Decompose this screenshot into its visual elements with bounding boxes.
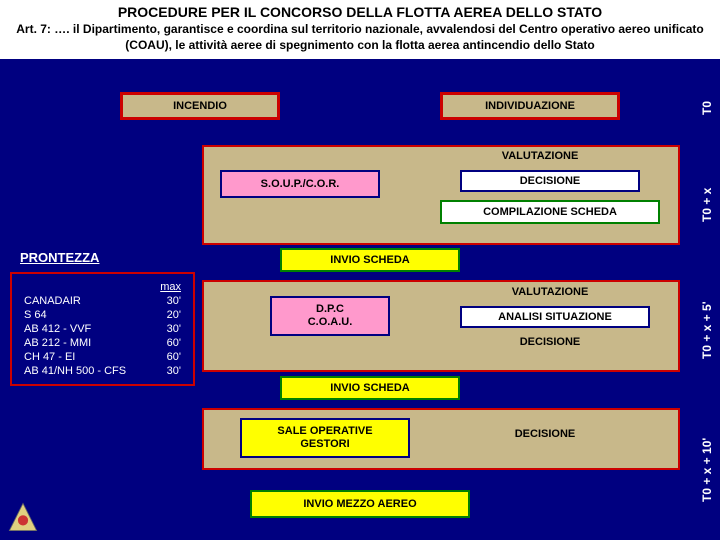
invio-scheda1-box: INVIO SCHEDA [280, 248, 460, 272]
decisione1-box: DECISIONE [460, 170, 640, 192]
soup-label: S.O.U.P./C.O.R. [261, 178, 340, 190]
page-subtitle: Art. 7: …. il Dipartimento, garantisce e… [8, 22, 712, 53]
invio-scheda2-box: INVIO SCHEDA [280, 376, 460, 400]
incendio-label: INCENDIO [173, 100, 227, 112]
valutazione1-text: VALUTAZIONE [480, 150, 600, 162]
decisione1-label: DECISIONE [520, 175, 581, 187]
prontezza-label: PRONTEZZA [20, 250, 99, 265]
decisione3-text: DECISIONE [490, 428, 600, 440]
individuazione-box: INDIVIDUAZIONE [440, 92, 620, 120]
t0x5-label: T0 + x + 5' [700, 280, 714, 380]
valutazione2-text: VALUTAZIONE [490, 286, 610, 298]
dpc-label: D.P.C C.O.A.U. [308, 303, 353, 329]
sale-operative-box: SALE OPERATIVE GESTORI [240, 418, 410, 458]
logo-icon [6, 500, 40, 534]
table-row: CH 47 - EI60' [20, 350, 185, 364]
t0x10-label: T0 + x + 10' [700, 410, 714, 530]
analisi-box: ANALISI SITUAZIONE [460, 306, 650, 328]
invio-scheda2-label: INVIO SCHEDA [330, 382, 409, 394]
prontezza-table: max CANADAIR30' S 6420' AB 412 - VVF30' … [10, 272, 195, 386]
individuazione-label: INDIVIDUAZIONE [485, 100, 575, 112]
table-row: CANADAIR30' [20, 294, 185, 308]
incendio-box: INCENDIO [120, 92, 280, 120]
table-row: S 6420' [20, 308, 185, 322]
analisi-label: ANALISI SITUAZIONE [498, 311, 612, 323]
header: PROCEDURE PER IL CONCORSO DELLA FLOTTA A… [0, 0, 720, 59]
table-row: AB 412 - VVF30' [20, 322, 185, 336]
dpc-box: D.P.C C.O.A.U. [270, 296, 390, 336]
compilazione-label: COMPILAZIONE SCHEDA [483, 206, 617, 218]
max-header: max [151, 280, 185, 294]
t0-label: T0 [700, 90, 714, 126]
t0x-label: T0 + x [700, 160, 714, 250]
invio-mezzo-label: INVIO MEZZO AEREO [303, 498, 416, 510]
decisione2-text: DECISIONE [500, 336, 600, 348]
invio-scheda1-label: INVIO SCHEDA [330, 254, 409, 266]
table-row: AB 212 - MMI60' [20, 336, 185, 350]
sale-operative-label: SALE OPERATIVE GESTORI [277, 425, 372, 451]
table-row: AB 41/NH 500 - CFS30' [20, 364, 185, 378]
soup-box: S.O.U.P./C.O.R. [220, 170, 380, 198]
page-title: PROCEDURE PER IL CONCORSO DELLA FLOTTA A… [8, 4, 712, 20]
invio-mezzo-box: INVIO MEZZO AEREO [250, 490, 470, 518]
compilazione-box: COMPILAZIONE SCHEDA [440, 200, 660, 224]
